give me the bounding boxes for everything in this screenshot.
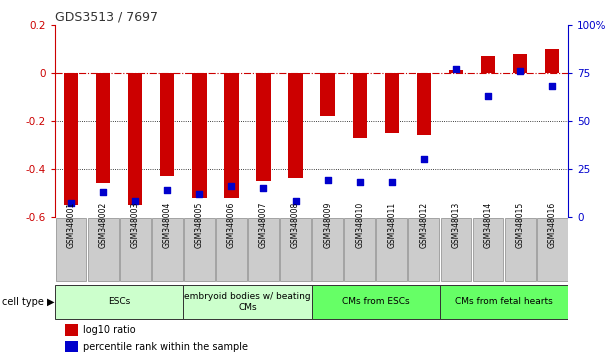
FancyBboxPatch shape xyxy=(409,218,439,281)
FancyBboxPatch shape xyxy=(55,285,183,319)
Bar xyxy=(224,73,239,198)
Point xyxy=(227,183,236,189)
Text: GSM348012: GSM348012 xyxy=(419,202,428,249)
Point xyxy=(547,84,557,89)
Point xyxy=(323,177,332,183)
FancyBboxPatch shape xyxy=(312,285,440,319)
Point xyxy=(66,201,76,206)
FancyBboxPatch shape xyxy=(345,218,375,281)
Bar xyxy=(160,73,175,176)
Text: GSM348004: GSM348004 xyxy=(163,202,172,249)
Bar xyxy=(513,53,527,73)
Bar xyxy=(320,73,335,116)
FancyBboxPatch shape xyxy=(280,218,311,281)
Text: ESCs: ESCs xyxy=(108,297,130,306)
Bar xyxy=(288,73,303,178)
Bar xyxy=(256,73,271,181)
FancyBboxPatch shape xyxy=(312,218,343,281)
Text: GSM348014: GSM348014 xyxy=(483,202,492,249)
Bar xyxy=(384,73,399,133)
Bar xyxy=(64,73,78,205)
Bar xyxy=(192,73,207,198)
FancyBboxPatch shape xyxy=(183,285,312,319)
Text: GSM348001: GSM348001 xyxy=(67,202,76,249)
Point xyxy=(515,68,525,74)
Bar xyxy=(417,73,431,135)
Text: GSM348007: GSM348007 xyxy=(259,202,268,249)
Point xyxy=(163,187,172,193)
Text: GSM348009: GSM348009 xyxy=(323,202,332,249)
Bar xyxy=(448,70,463,73)
Text: GDS3513 / 7697: GDS3513 / 7697 xyxy=(55,11,158,24)
Point xyxy=(483,93,493,99)
Bar xyxy=(65,341,78,352)
Bar xyxy=(481,56,496,73)
FancyBboxPatch shape xyxy=(505,218,535,281)
Point xyxy=(355,179,365,185)
FancyBboxPatch shape xyxy=(184,218,214,281)
Text: CMs from ESCs: CMs from ESCs xyxy=(342,297,409,306)
Point xyxy=(387,179,397,185)
FancyBboxPatch shape xyxy=(120,218,150,281)
Text: GSM348003: GSM348003 xyxy=(131,202,140,249)
Bar xyxy=(545,49,560,73)
FancyBboxPatch shape xyxy=(88,218,119,281)
FancyBboxPatch shape xyxy=(56,218,86,281)
Bar xyxy=(128,73,142,205)
Point xyxy=(451,66,461,72)
Text: percentile rank within the sample: percentile rank within the sample xyxy=(83,342,248,352)
FancyBboxPatch shape xyxy=(152,218,183,281)
Text: GSM348008: GSM348008 xyxy=(291,202,300,249)
Bar xyxy=(96,73,111,183)
Text: GSM348011: GSM348011 xyxy=(387,202,397,249)
Text: GSM348013: GSM348013 xyxy=(452,202,461,249)
FancyBboxPatch shape xyxy=(216,218,247,281)
FancyBboxPatch shape xyxy=(537,218,568,281)
FancyBboxPatch shape xyxy=(376,218,407,281)
Text: GSM348002: GSM348002 xyxy=(98,202,108,249)
Bar xyxy=(65,324,78,336)
Text: GSM348010: GSM348010 xyxy=(355,202,364,249)
Point xyxy=(419,156,429,162)
Point xyxy=(130,199,140,204)
FancyBboxPatch shape xyxy=(440,285,568,319)
Text: GSM348015: GSM348015 xyxy=(516,202,525,249)
Text: cell type ▶: cell type ▶ xyxy=(2,297,54,307)
FancyBboxPatch shape xyxy=(441,218,471,281)
FancyBboxPatch shape xyxy=(248,218,279,281)
Text: GSM348005: GSM348005 xyxy=(195,202,204,249)
Bar xyxy=(353,73,367,138)
Text: embryoid bodies w/ beating
CMs: embryoid bodies w/ beating CMs xyxy=(184,292,311,312)
Text: GSM348006: GSM348006 xyxy=(227,202,236,249)
Point xyxy=(291,199,301,204)
Point xyxy=(258,185,268,191)
Text: CMs from fetal hearts: CMs from fetal hearts xyxy=(455,297,553,306)
Point xyxy=(194,191,204,196)
FancyBboxPatch shape xyxy=(473,218,503,281)
Text: log10 ratio: log10 ratio xyxy=(83,325,136,335)
Point xyxy=(98,189,108,195)
Text: GSM348016: GSM348016 xyxy=(547,202,557,249)
